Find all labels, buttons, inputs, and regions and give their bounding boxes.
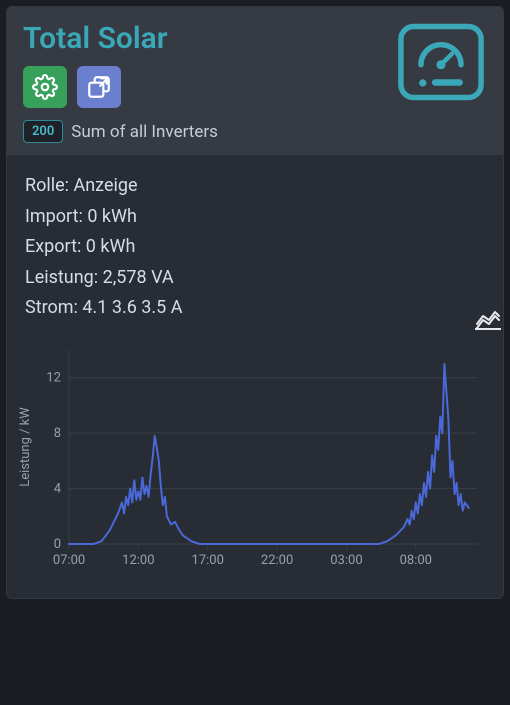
stat-import: Import: 0 kWh (25, 202, 485, 233)
svg-text:17:00: 17:00 (192, 553, 224, 568)
svg-text:4: 4 (54, 482, 62, 497)
power-chart: 0 4 8 12 Leistung / kW 07:00 12:00 17:00 22:00 03… (15, 340, 487, 580)
svg-text:12: 12 (46, 371, 61, 386)
popout-icon (86, 74, 112, 100)
chart-container: 0 4 8 12 Leistung / kW 07:00 12:00 17:00 22:00 03… (7, 332, 503, 598)
device-description: Sum of all Inverters (71, 122, 218, 142)
stat-strom: Strom: 4.1 3.6 3.5 A (25, 293, 485, 324)
badge-row: 200 Sum of all Inverters (23, 120, 487, 143)
card-header: Total Solar (7, 7, 503, 155)
svg-text:8: 8 (54, 426, 61, 441)
gear-icon (32, 74, 58, 100)
gauge-icon (395, 21, 487, 103)
svg-text:08:00: 08:00 (400, 553, 432, 568)
stat-leistung: Leistung: 2,578 VA (25, 263, 485, 294)
device-id-badge: 200 (23, 120, 63, 143)
svg-text:07:00: 07:00 (53, 553, 85, 568)
svg-text:Leistung / kW: Leistung / kW (18, 407, 33, 487)
stats-block: Rolle: Anzeige Import: 0 kWh Export: 0 k… (7, 155, 503, 332)
svg-text:22:00: 22:00 (261, 553, 293, 568)
svg-text:0: 0 (54, 537, 61, 552)
chart-type-button[interactable] (475, 308, 501, 330)
open-button[interactable] (77, 66, 121, 108)
stat-export: Export: 0 kWh (25, 232, 485, 263)
line-chart-icon (475, 308, 501, 330)
svg-text:03:00: 03:00 (330, 553, 362, 568)
svg-text:12:00: 12:00 (122, 553, 154, 568)
stat-rolle: Rolle: Anzeige (25, 171, 485, 202)
device-card: Total Solar (6, 6, 504, 599)
settings-button[interactable] (23, 66, 67, 108)
